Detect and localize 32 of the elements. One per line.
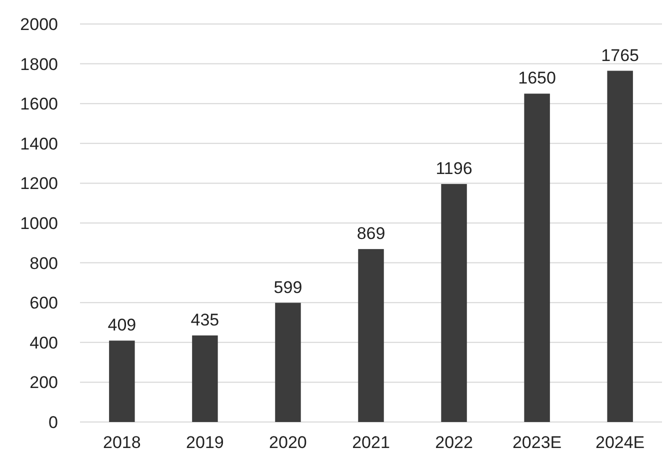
bar: [109, 340, 135, 422]
bar: [441, 184, 467, 422]
y-tick-label: 600: [30, 294, 58, 313]
x-tick-label: 2024E: [595, 433, 645, 452]
bar: [607, 70, 633, 422]
y-tick-label: 400: [30, 333, 58, 352]
bar: [192, 335, 218, 422]
x-tick-label: 2019: [186, 433, 224, 452]
y-tick-label: 1200: [20, 174, 58, 194]
data-label: 1765: [601, 46, 639, 65]
bar: [524, 94, 550, 422]
data-label: 1196: [436, 158, 472, 178]
y-tick-label: 1600: [20, 94, 58, 114]
data-label: 1650: [518, 68, 556, 88]
bar: [358, 249, 384, 422]
y-tick-label: 200: [30, 373, 58, 392]
y-tick-label: 1000: [20, 214, 58, 233]
y-tick-label: 800: [30, 254, 58, 273]
x-tick-label: 2018: [103, 433, 141, 452]
data-label: 599: [274, 278, 302, 297]
x-tick-label: 2021: [352, 433, 390, 452]
y-tick-label: 2000: [20, 14, 58, 34]
y-tick-label: 1400: [20, 134, 58, 154]
x-tick-label: 2022: [435, 433, 473, 452]
y-tick-label: 0: [48, 412, 58, 432]
data-label: 435: [190, 310, 220, 330]
x-tick-label: 2020: [269, 433, 307, 452]
data-label: 409: [108, 316, 136, 335]
bar: [275, 302, 301, 422]
x-tick-label: 2023E: [512, 433, 562, 452]
y-tick-label: 1800: [20, 54, 58, 74]
data-label: 869: [356, 224, 386, 244]
